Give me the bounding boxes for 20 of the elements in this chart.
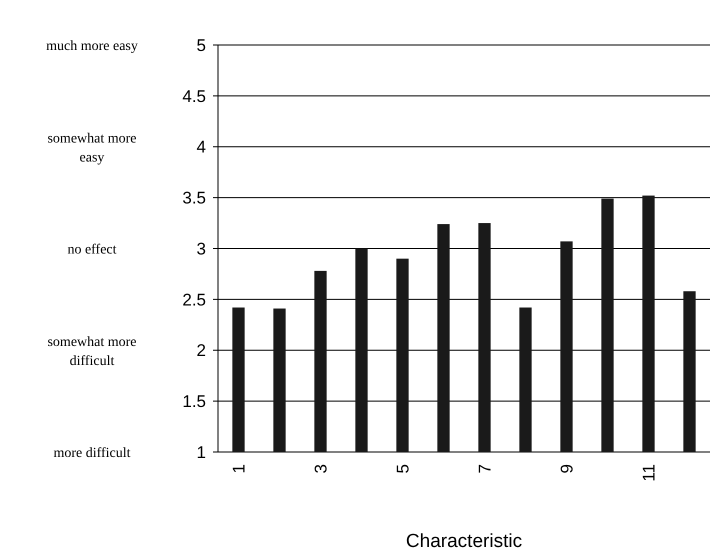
y-tick-label: 2 [196, 341, 206, 360]
text: much more easy [46, 38, 138, 54]
text: somewhat more difficult [47, 335, 137, 370]
x-tick-label: 1 [229, 464, 248, 474]
y-tick-label: 2.5 [182, 290, 206, 310]
x-tick-label: 11 [639, 464, 658, 482]
x-tick-label: 9 [557, 464, 576, 474]
x-axis-title: Characteristic [406, 531, 522, 552]
y-tick-label: 3.5 [182, 188, 206, 208]
y-tick-label: 5 [196, 36, 206, 55]
x-tick-label: 7 [475, 464, 494, 474]
x-tick-label: 5 [393, 464, 412, 474]
text: no effect [67, 242, 117, 258]
text: somewhat more easy [47, 132, 137, 166]
y-tick-label: 4 [196, 138, 206, 157]
y-tick-label: 1.5 [182, 392, 206, 412]
text: more difficult [53, 446, 131, 461]
x-tick-label: 3 [311, 464, 330, 474]
y-tick-label: 4.5 [182, 86, 206, 106]
y-tick-label: 3 [196, 239, 206, 258]
